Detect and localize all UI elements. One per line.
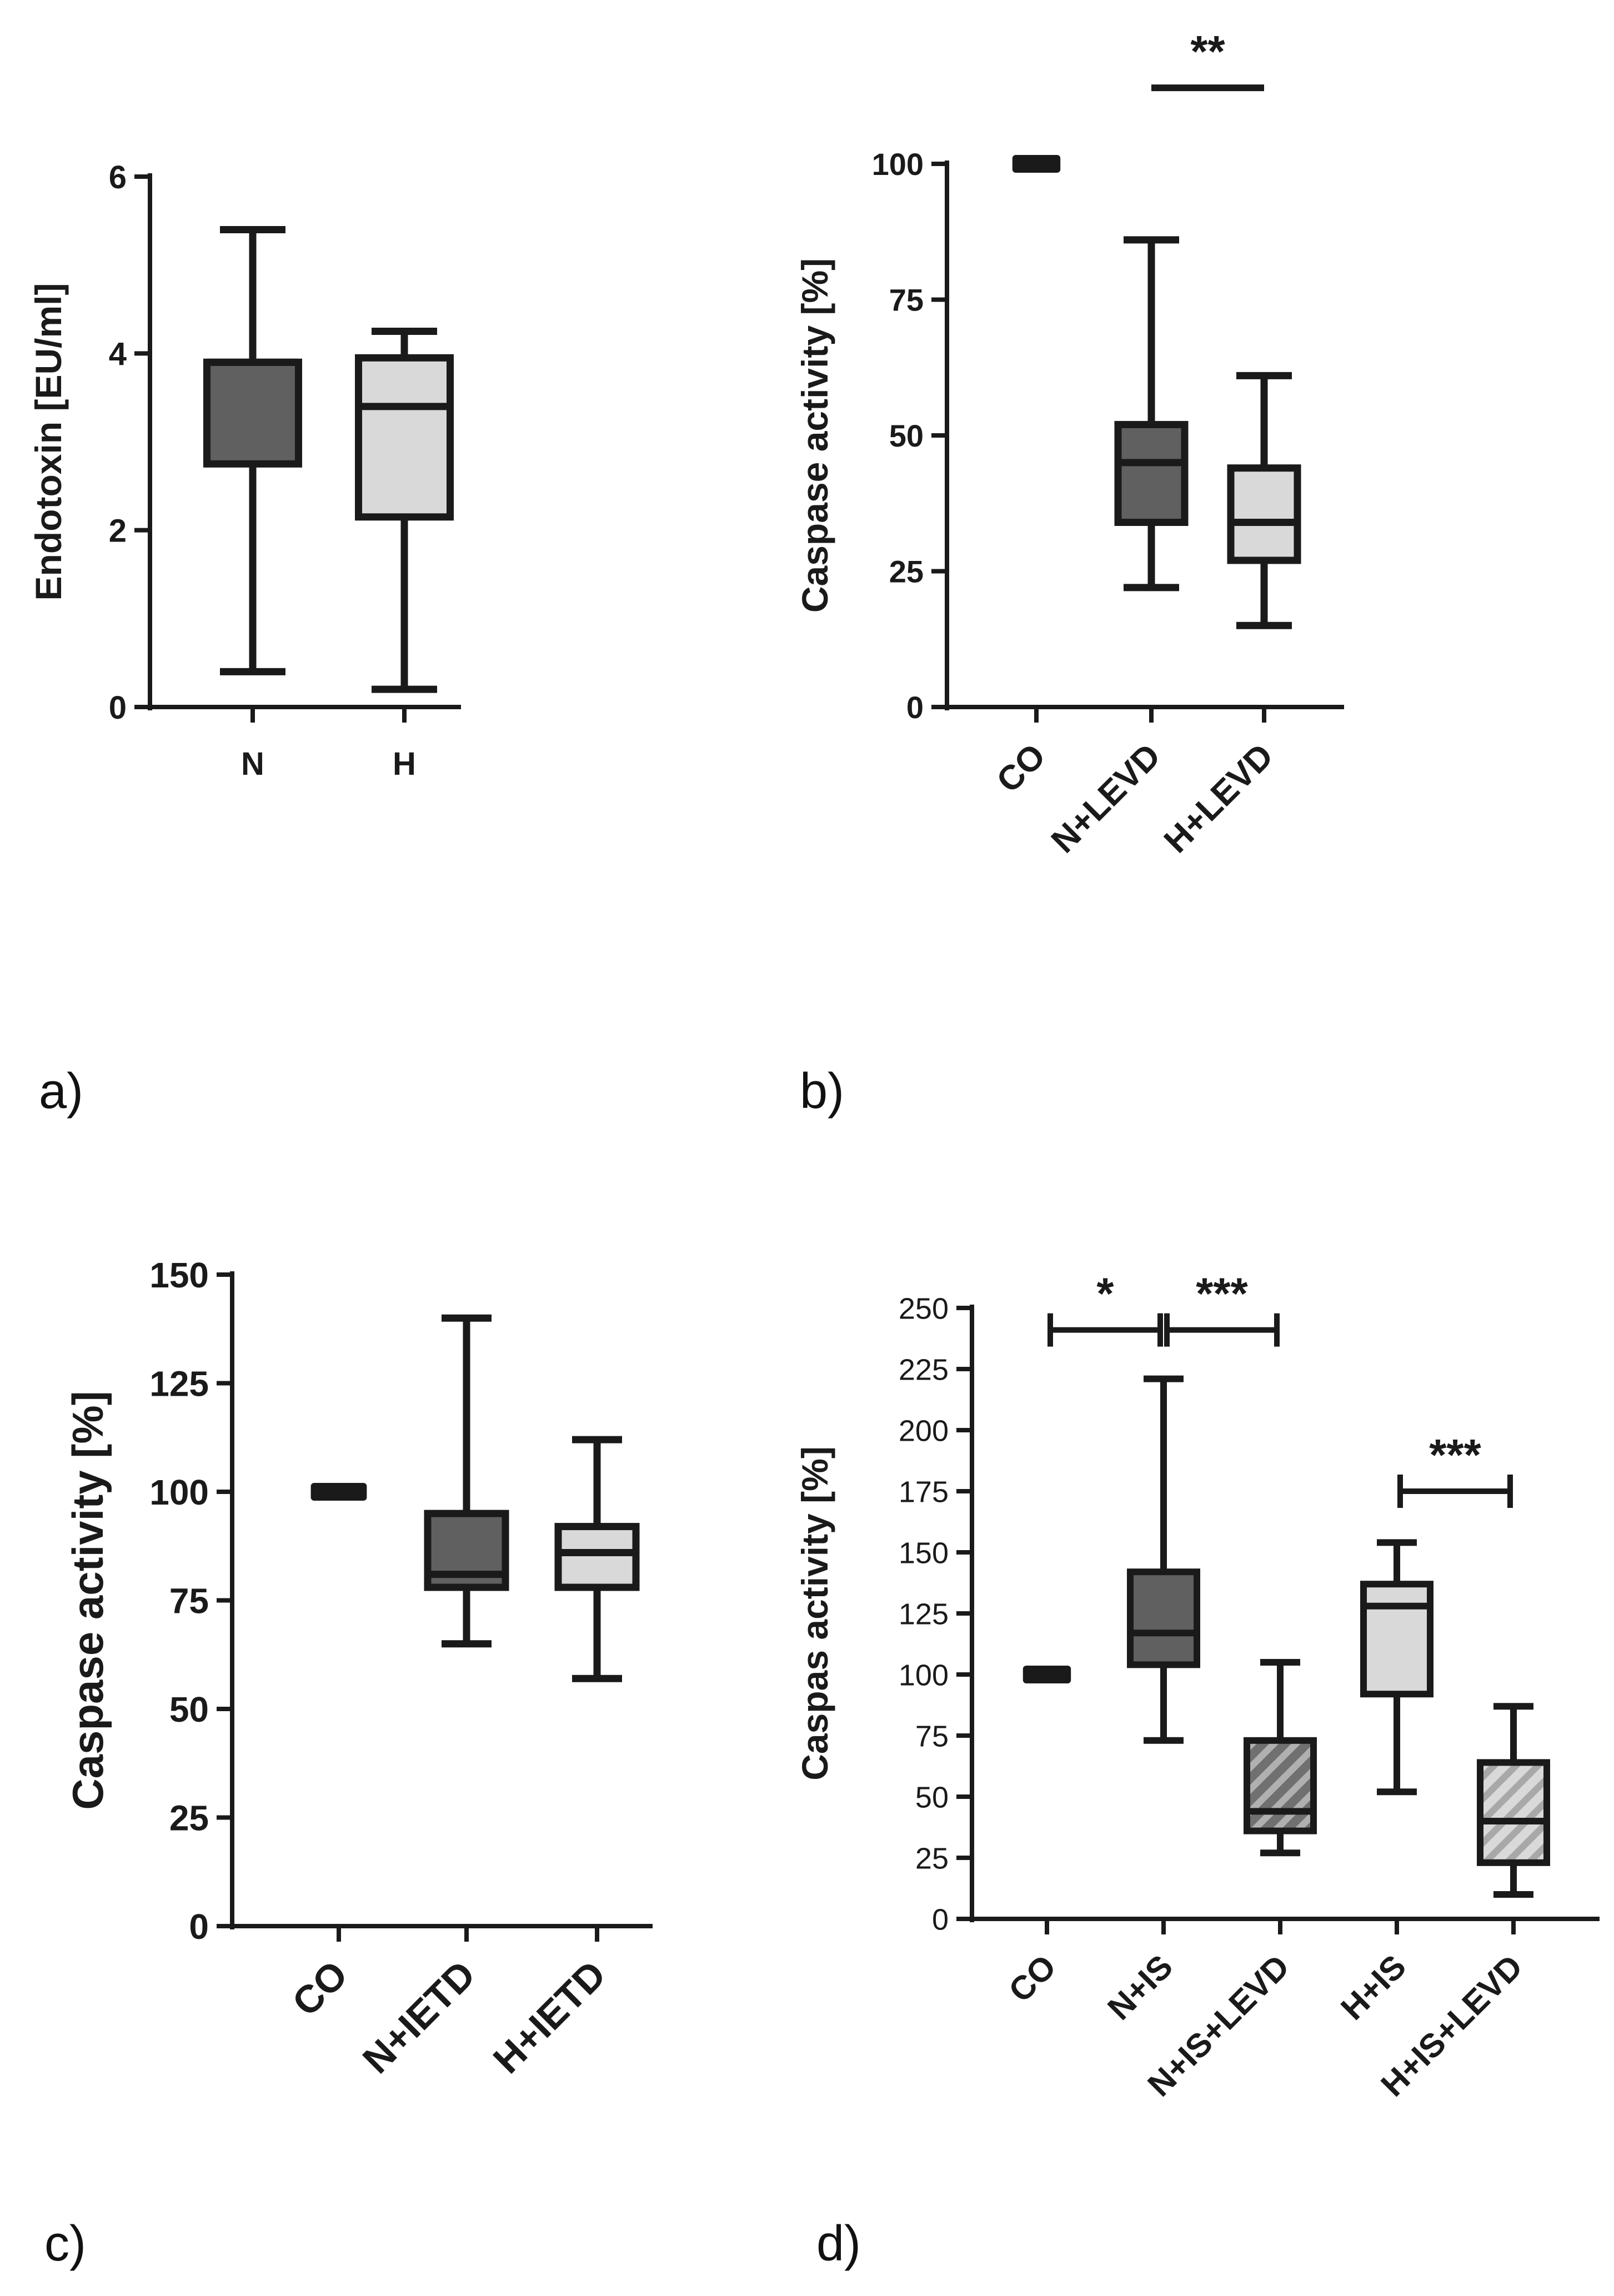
- x-tick-label: H: [393, 746, 416, 782]
- box-co-bar: [310, 1483, 367, 1501]
- box-iqr: [1127, 1568, 1200, 1668]
- y-tick-label: 25: [889, 554, 924, 589]
- box-co-bar: [1022, 1666, 1071, 1683]
- y-tick-label: 0: [189, 1907, 209, 1947]
- y-tick-label: 0: [109, 690, 127, 726]
- chart-panel-a: 0 2 4 6 Endotoxin [EU/ml] N H: [28, 159, 461, 782]
- panel-label-c: c): [44, 2216, 86, 2272]
- significance-label: ***: [1196, 1269, 1248, 1319]
- x-tick-label: CO: [989, 736, 1053, 800]
- box-iqr: [1227, 464, 1301, 564]
- significance-label: *: [1096, 1269, 1114, 1319]
- x-tick-label: N: [241, 746, 264, 782]
- x-tick-label: CO: [284, 1952, 355, 2024]
- y-tick-label: 75: [915, 1720, 949, 1753]
- x-tick-label: N+IS: [1100, 1948, 1180, 2027]
- box-iqr: [1477, 1759, 1550, 1866]
- panel-label-d: d): [816, 2216, 861, 2272]
- y-axis-label: Endotoxin [EU/ml]: [28, 283, 69, 601]
- box-iqr: [1360, 1581, 1433, 1698]
- box-co-bar: [1012, 155, 1061, 173]
- box-iqr: [1114, 420, 1189, 526]
- y-tick-label: 100: [899, 1658, 949, 1692]
- y-tick-label: 50: [889, 418, 924, 453]
- y-axis-label: Caspase activity [%]: [63, 1391, 112, 1809]
- y-axis-label: Caspase activity [%]: [794, 258, 835, 613]
- y-tick-label: 150: [149, 1255, 209, 1295]
- y-tick-label: 175: [899, 1475, 949, 1508]
- chart-panel-c: 0 25 50 75 100 125 150 Caspase activity [%] CON+…: [63, 1255, 653, 2082]
- chart-panel-b: 0 25 50 75 100 Caspase activity [%] CON+LEVDH+…: [794, 27, 1344, 860]
- y-tick-label: 100: [872, 147, 924, 182]
- y-tick-label: 0: [906, 690, 924, 725]
- y-tick-label: 6: [109, 159, 127, 195]
- significance-label: **: [1190, 27, 1225, 76]
- panel-label-b: b): [800, 1064, 844, 1119]
- y-axis-label: Caspas activity [%]: [794, 1446, 835, 1781]
- x-tick-label: N+LEVD: [1044, 736, 1168, 860]
- x-tick-label: CO: [1001, 1948, 1063, 2009]
- x-tick-label: H+LEVD: [1157, 736, 1281, 860]
- y-tick-label: 125: [899, 1597, 949, 1631]
- panel-label-a: a): [39, 1064, 83, 1119]
- x-tick-label: N+IETD: [354, 1952, 484, 2082]
- y-tick-label: 250: [899, 1292, 949, 1325]
- y-tick-label: 25: [169, 1798, 209, 1838]
- box-iqr: [355, 354, 454, 521]
- y-tick-label: 225: [899, 1353, 949, 1386]
- x-tick-label: H+IS: [1334, 1948, 1413, 2027]
- significance-label: ***: [1429, 1430, 1481, 1480]
- x-tick-label: H+IETD: [485, 1952, 614, 2082]
- y-tick-label: 125: [149, 1364, 209, 1404]
- y-tick-label: 75: [889, 283, 924, 318]
- y-tick-label: 25: [915, 1842, 949, 1875]
- box-iqr: [1244, 1737, 1317, 1834]
- chart-panel-d: 0 25 50 75 100 125 150 175 200 225 250 Caspas activ…: [794, 1269, 1600, 2104]
- y-tick-label: 50: [169, 1690, 209, 1729]
- y-tick-label: 75: [169, 1581, 209, 1621]
- y-tick-label: 150: [899, 1536, 949, 1570]
- y-tick-label: 100: [149, 1472, 209, 1512]
- y-tick-label: 0: [932, 1903, 949, 1936]
- box-iqr: [554, 1523, 640, 1591]
- box-iqr: [203, 358, 302, 468]
- y-tick-label: 50: [915, 1781, 949, 1814]
- y-tick-label: 4: [109, 336, 127, 372]
- y-tick-label: 200: [899, 1414, 949, 1447]
- y-tick-label: 2: [109, 513, 127, 549]
